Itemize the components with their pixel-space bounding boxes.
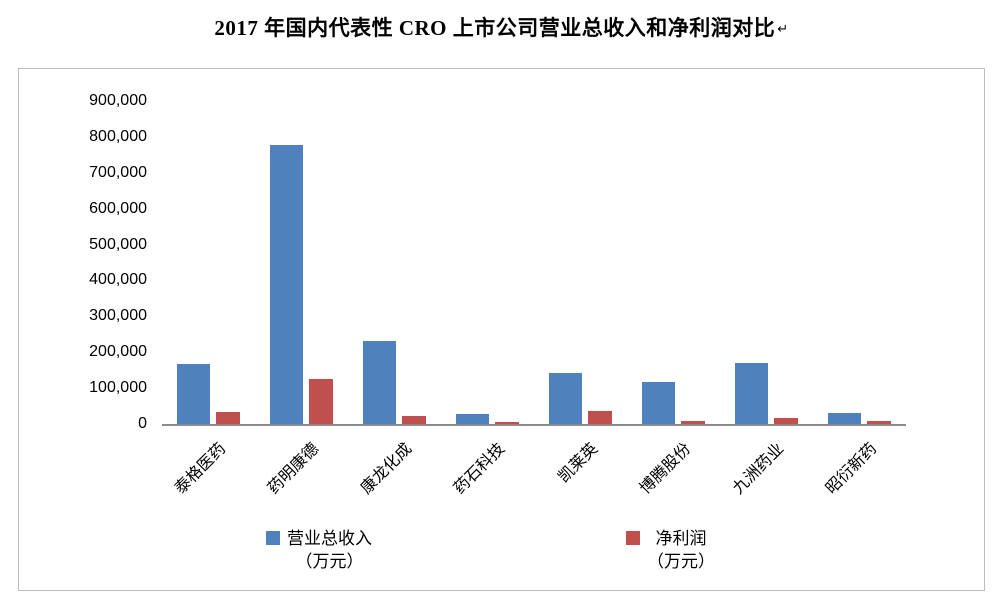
legend-swatch-revenue	[266, 531, 280, 545]
x-axis-label-1: 药明康德	[264, 440, 323, 498]
y-tick-label: 700,000	[89, 163, 147, 181]
bar-group	[162, 101, 255, 424]
y-tick-label: 600,000	[89, 199, 147, 217]
bar-revenue-6	[735, 363, 768, 424]
bar-revenue-1	[270, 145, 303, 424]
bar-revenue-5	[642, 382, 675, 424]
legend-label-revenue-line1: 营业总收入	[287, 529, 372, 548]
bar-group	[441, 101, 534, 424]
y-tick-label: 900,000	[89, 92, 147, 109]
y-tick-label: 800,000	[89, 127, 147, 145]
paragraph-mark-icon: ↵	[777, 21, 789, 36]
bar-profit-1	[309, 379, 333, 424]
y-tick-label: 200,000	[89, 343, 147, 361]
bar-profit-6	[774, 418, 798, 424]
legend-label-revenue: 营业总收入 （万元）	[287, 527, 372, 573]
x-axis-label-3: 药石科技	[450, 440, 509, 498]
bar-revenue-7	[828, 413, 861, 424]
x-axis-label-0: 泰格医药	[171, 440, 230, 498]
y-tick-label: 0	[138, 415, 147, 432]
legend-label-profit: 净利润 （万元）	[647, 527, 715, 573]
x-axis-label-5: 博腾股份	[636, 440, 695, 498]
bar-group	[534, 101, 627, 424]
chart-frame: 900,000 800,000 700,000 600,000 500,000 400,0…	[18, 68, 985, 591]
y-tick-label: 500,000	[89, 235, 147, 253]
x-axis-label-6: 九洲药业	[729, 440, 788, 498]
bar-group	[348, 101, 441, 424]
y-tick-label: 100,000	[89, 379, 147, 397]
bar-profit-5	[681, 421, 705, 424]
y-tick-label: 400,000	[89, 271, 147, 289]
bar-revenue-2	[363, 341, 396, 424]
bar-profit-2	[402, 416, 426, 424]
y-tick-label: 300,000	[89, 307, 147, 325]
bar-profit-7	[867, 421, 891, 424]
x-axis-label-2: 康龙化成	[357, 440, 416, 498]
bar-revenue-4	[549, 373, 582, 424]
legend-item-revenue: 营业总收入 （万元）	[266, 527, 372, 573]
bar-revenue-0	[177, 364, 210, 424]
legend-swatch-profit	[626, 531, 640, 545]
bar-revenue-3	[456, 414, 489, 424]
bar-group	[627, 101, 720, 424]
legend-item-profit: 净利润 （万元）	[626, 527, 715, 573]
x-axis-label-4: 凯莱英	[555, 440, 602, 487]
x-axis-label-7: 昭衍新药	[822, 440, 881, 498]
legend-label-revenue-line2: （万元）	[295, 552, 364, 571]
legend-label-profit-line2: （万元）	[647, 552, 715, 571]
plot-area	[162, 101, 906, 426]
bar-profit-3	[495, 422, 519, 424]
bar-group	[720, 101, 813, 424]
y-axis: 900,000 800,000 700,000 600,000 500,000 400,0…	[19, 92, 155, 432]
bar-group	[255, 101, 348, 424]
bar-profit-4	[588, 411, 612, 424]
bar-group	[813, 101, 906, 424]
bar-profit-0	[216, 412, 240, 424]
legend-label-profit-line1: 净利润	[655, 529, 707, 548]
chart-title: 2017 年国内代表性 CRO 上市公司营业总收入和净利润对比 ↵	[0, 12, 1003, 42]
chart-title-text: 2017 年国内代表性 CRO 上市公司营业总收入和净利润对比	[214, 16, 776, 40]
